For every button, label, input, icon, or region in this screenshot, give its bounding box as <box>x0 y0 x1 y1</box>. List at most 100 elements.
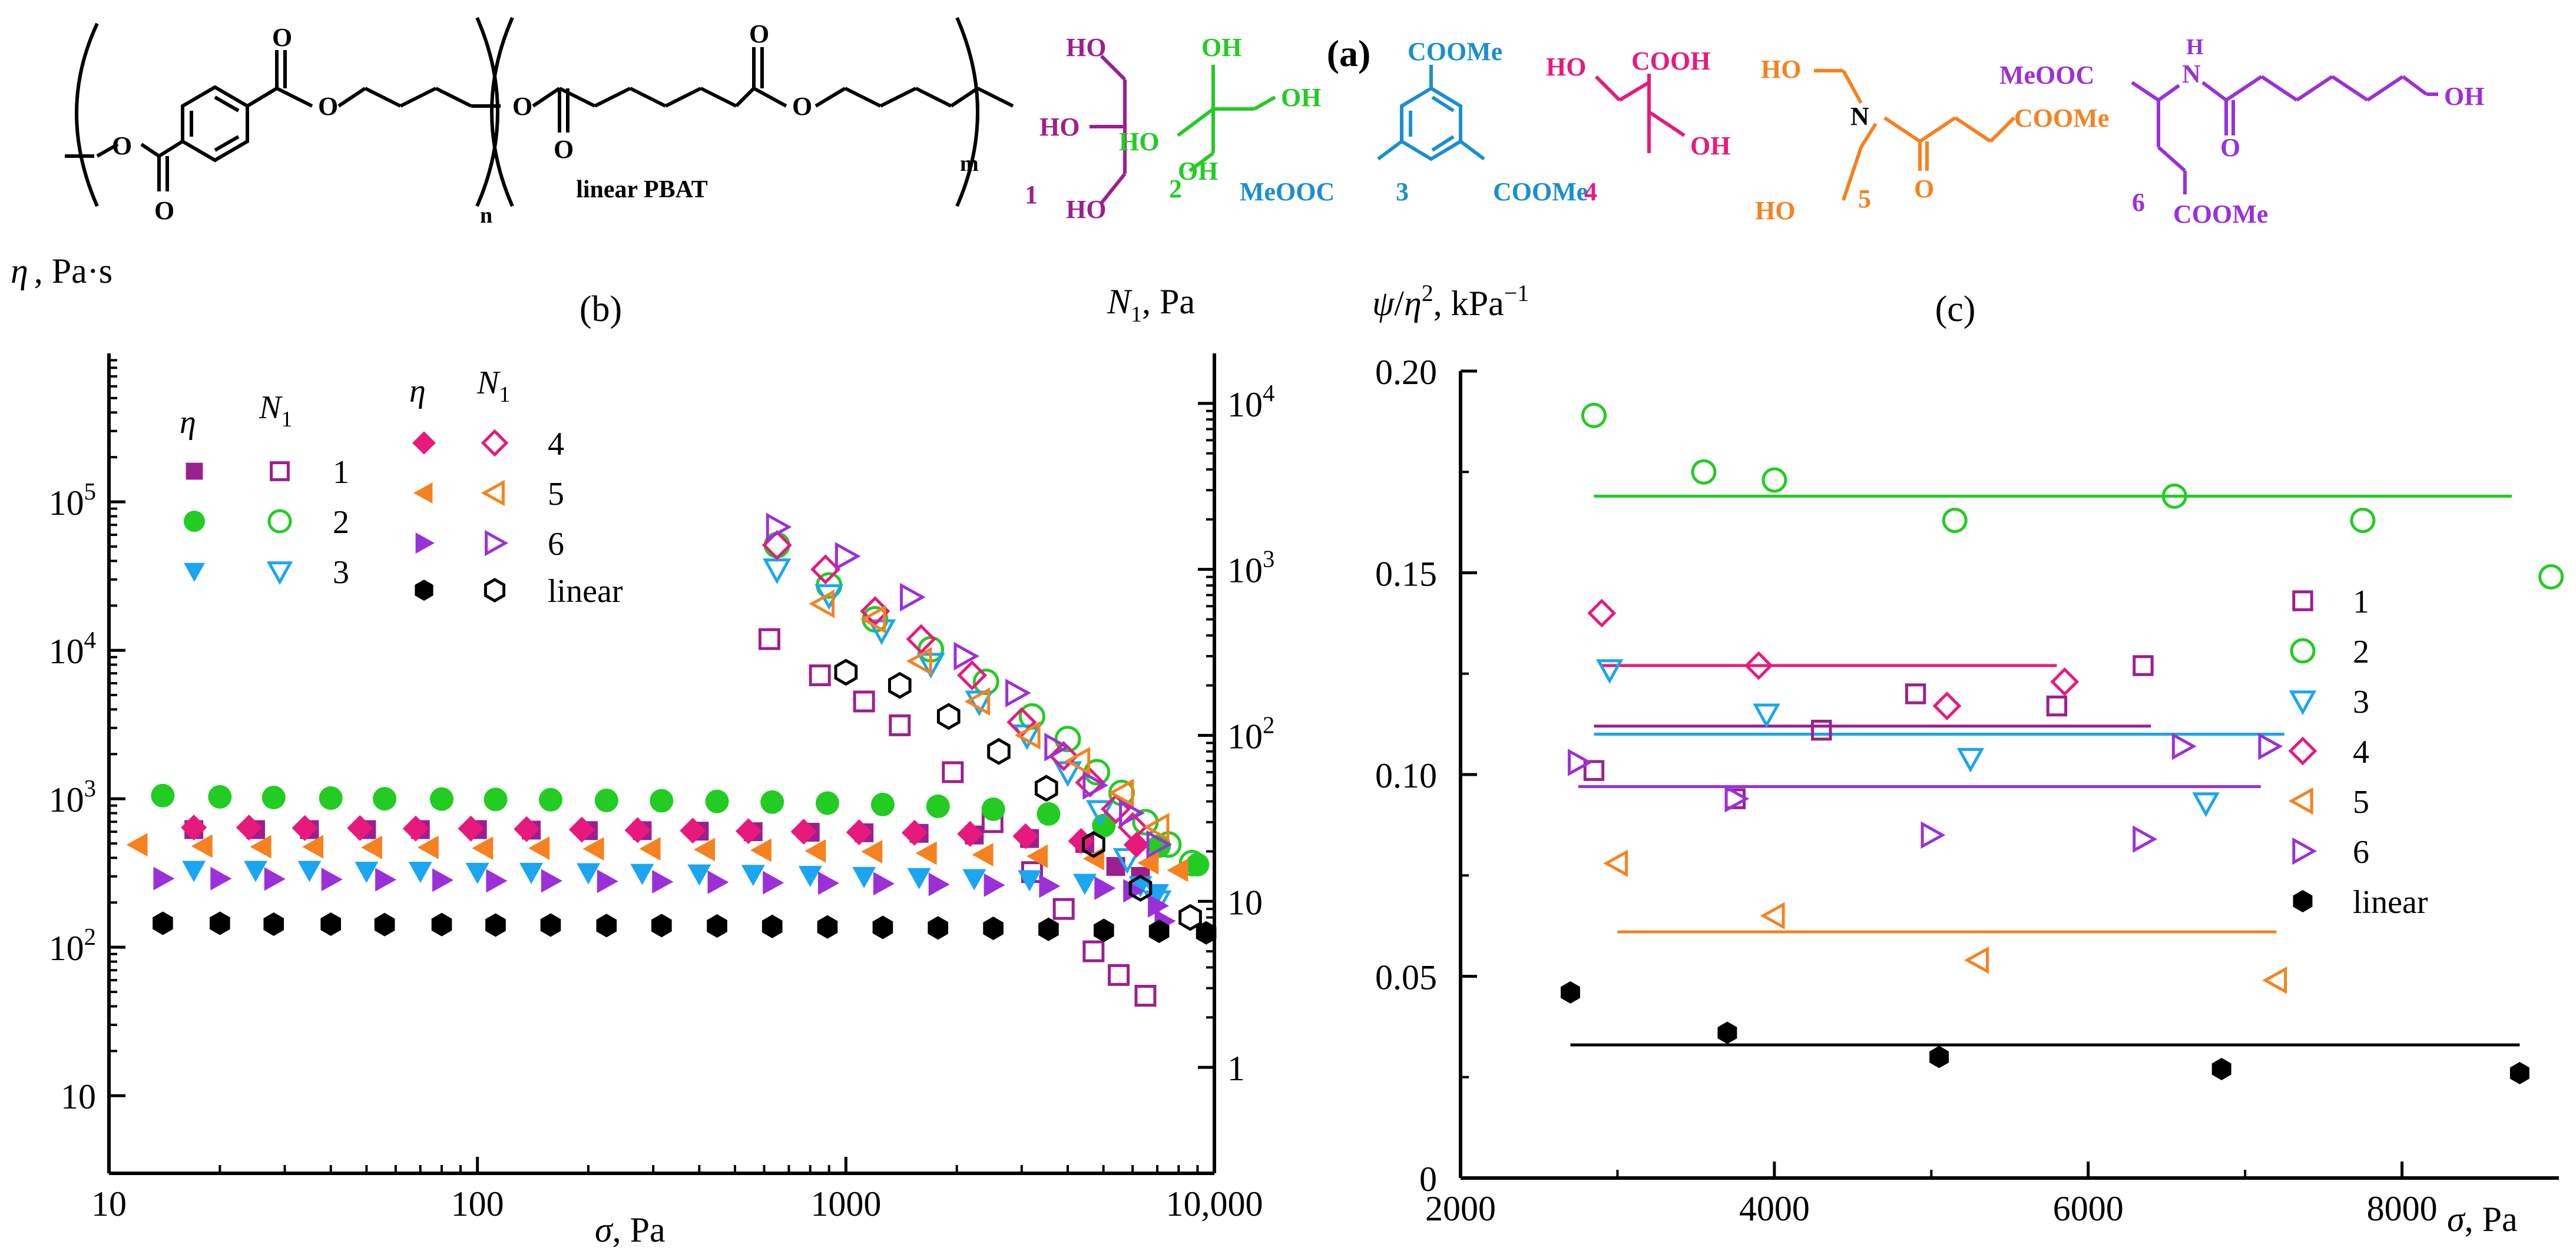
n1-point-3 <box>763 558 792 584</box>
eta-point-2 <box>981 797 1005 821</box>
eta-point-2 <box>650 789 674 813</box>
y-tick-label-left: 10 <box>61 1077 96 1116</box>
eta-point-5 <box>972 843 994 867</box>
y-tick-label-left: 102 <box>49 924 96 968</box>
eta-point-3 <box>687 864 711 886</box>
eta-point-4 <box>181 814 207 841</box>
n1-point-4 <box>761 530 792 561</box>
y-axis-title: ψ/η2, kPa−1 <box>1372 280 1529 323</box>
eta-point-2 <box>1037 802 1061 826</box>
eta-point-3 <box>465 862 489 884</box>
eta-point-4 <box>735 818 761 845</box>
y-tick-label: 0.15 <box>1375 555 1437 594</box>
eta-point-6 <box>432 868 454 892</box>
atom-label: O <box>1914 174 1934 203</box>
eta-point-5 <box>191 834 213 858</box>
eta-point-6 <box>707 870 729 894</box>
point-4 <box>1587 598 1617 628</box>
x-axis-title-symbol: σ <box>2447 1200 2466 1239</box>
eta-point-3 <box>408 862 432 884</box>
eta-point-5 <box>250 835 271 859</box>
legend-label: 2 <box>333 504 349 541</box>
eta-point-4 <box>624 817 651 843</box>
point-1 <box>2046 695 2068 717</box>
eta-point-linear <box>928 916 949 940</box>
axes: 10 100 1000 10,000 10 102 103 104 105 1 10 102 103 10… <box>49 353 1274 1223</box>
eta-point-linear <box>485 913 506 937</box>
eta-point-linear <box>320 912 342 937</box>
eta-point-3 <box>577 863 601 885</box>
pbat-label: linear PBAT <box>576 176 708 203</box>
eta-point-4 <box>458 815 484 842</box>
eta-point-4 <box>846 819 872 845</box>
atom-label: O <box>112 131 132 160</box>
legend-label: linear <box>2353 884 2428 921</box>
point-3 <box>2192 792 2220 818</box>
n1-point-1 <box>1082 940 1105 962</box>
eta-point-4 <box>1012 823 1039 849</box>
atom-label: O <box>272 23 292 52</box>
legend-eta-marker <box>184 511 205 532</box>
y-tick-label: 0 <box>1419 1160 1437 1199</box>
eta-point-5 <box>915 841 937 865</box>
eta-point-linear <box>817 915 838 939</box>
y-tick-label: 0.05 <box>1375 958 1437 997</box>
eta-point-5 <box>1027 844 1048 868</box>
y-axis-title-slash: / <box>1394 284 1404 323</box>
x-axis-title-symbol: σ <box>595 1210 614 1249</box>
y-axis-title-unit: , Pa·s <box>34 252 112 290</box>
y-axis-title-eta: η <box>1404 284 1422 323</box>
n1-point-1 <box>1052 898 1075 920</box>
eta-point-4 <box>790 819 817 845</box>
eta-point-6 <box>928 872 950 896</box>
atom-label: COOH <box>1631 47 1710 75</box>
eta-point-6 <box>597 869 618 894</box>
n1-point-4 <box>810 554 841 585</box>
eta-point-5 <box>417 835 439 859</box>
n1-point-5 <box>1014 721 1041 750</box>
compound-number: 6 <box>2132 188 2145 217</box>
x-axis-title-unit: , Pa <box>612 1210 665 1249</box>
y-axis-title-symbol: N <box>1107 282 1133 321</box>
point-4 <box>2050 667 2080 696</box>
legend-label: 3 <box>333 554 349 591</box>
n1-point-4 <box>1048 741 1079 772</box>
point-6 <box>1921 821 1946 849</box>
x-tick-label: 4000 <box>1739 1189 1810 1228</box>
n1-point-6 <box>1005 679 1031 707</box>
y-tick-label-left: 105 <box>49 478 96 522</box>
atom-label: MeOOC <box>1240 177 1335 206</box>
n1-point-3 <box>965 690 994 717</box>
atom-label: H <box>2186 35 2204 59</box>
y-axis-title-left: η, Pa·s <box>11 252 112 290</box>
eta-point-5 <box>804 839 826 863</box>
eta-point-linear <box>1196 921 1217 945</box>
eta-point-5 <box>360 835 382 859</box>
atom-label: COOMe <box>1493 177 1588 206</box>
eta-point-5 <box>126 833 148 857</box>
compound-1: HO HO HO 1 <box>1025 33 1127 224</box>
n1-point-linear <box>1178 904 1202 931</box>
legend-marker <box>2293 890 2313 912</box>
eta-point-linear <box>707 914 727 938</box>
legend-marker <box>2292 837 2317 865</box>
y-axis-title-exp: 2 <box>1422 280 1433 306</box>
atom-label: OH <box>2444 82 2484 111</box>
eta-point-4 <box>347 815 373 841</box>
x-axis-title-unit: , Pa <box>2465 1200 2518 1239</box>
eta-point-6 <box>1039 874 1061 898</box>
n1-point-5 <box>964 687 991 716</box>
legend-eta-marker <box>186 462 203 480</box>
compound-number: 4 <box>1584 177 1597 206</box>
n1-point-6 <box>953 641 980 671</box>
legend-header: η <box>180 404 196 441</box>
eta-point-4 <box>901 819 928 846</box>
panel-label-b: (b) <box>580 289 622 329</box>
fit-lines <box>1570 494 2520 1047</box>
chart-panel-b: (b) η, Pa·s N1, Pa σ, Pa 10 100 1000 10,000… <box>11 252 1274 1249</box>
atom-label: COOMe <box>1408 37 1502 66</box>
x-axis-title: σ, Pa <box>595 1210 665 1249</box>
atom-label: HO <box>1761 55 1801 84</box>
point-1 <box>1811 719 1832 741</box>
chart-panel-c: (c) ψ/η2, kPa−1 σ, Pa 2000 4000 6000 800000… <box>1372 280 2564 1239</box>
